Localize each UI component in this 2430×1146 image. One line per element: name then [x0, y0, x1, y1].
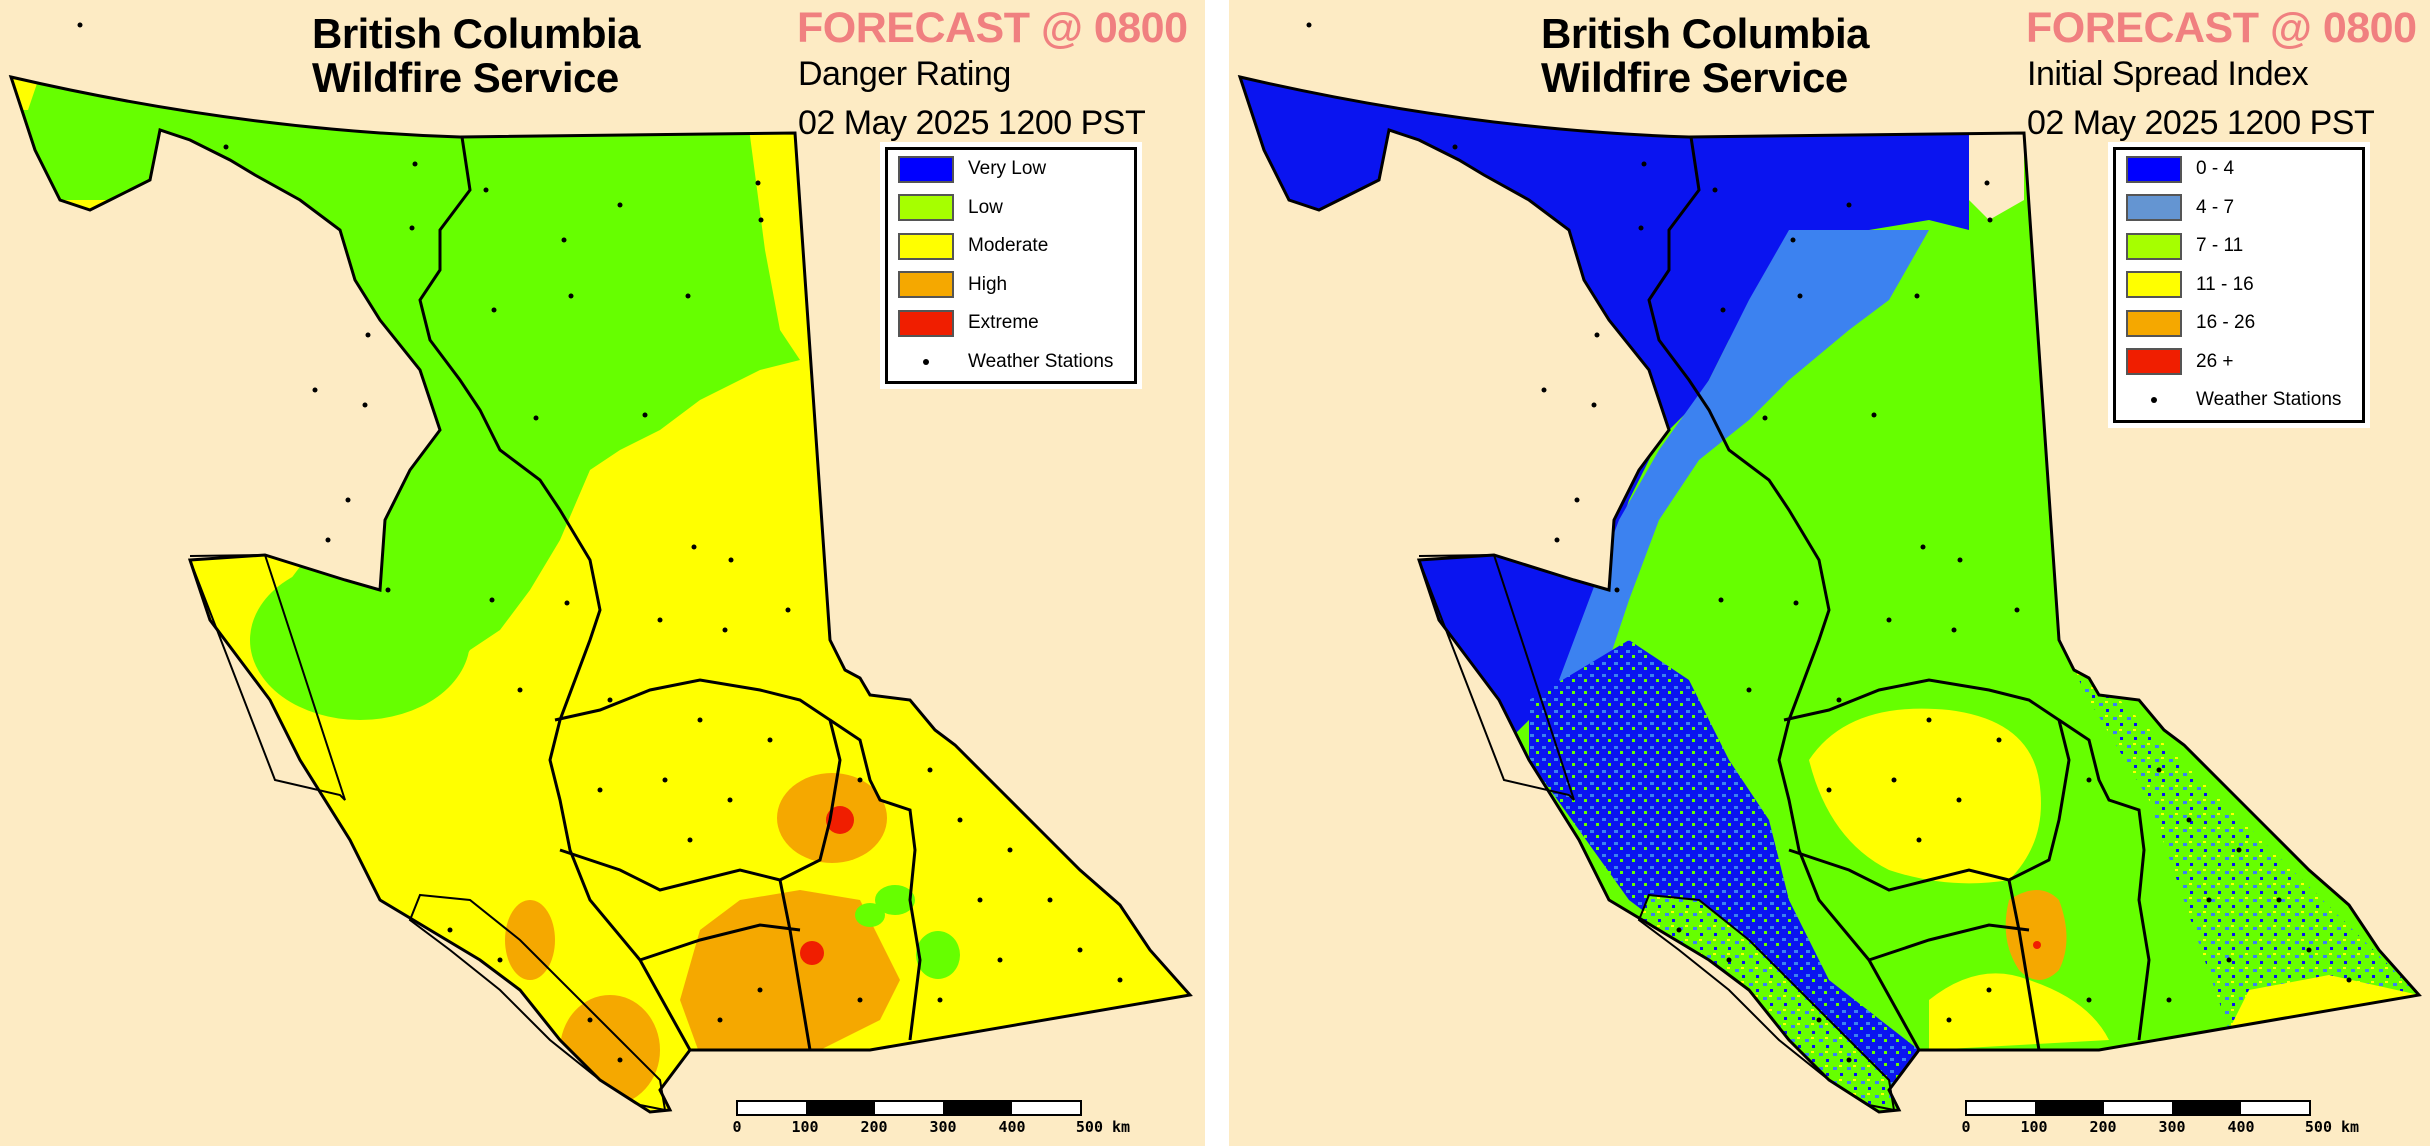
initial-spread-index-map-panel: British Columbia Wildfire Service FORECA…: [1229, 0, 2430, 1146]
legend-label: High: [968, 273, 1008, 295]
scale-tick: 100: [791, 1118, 819, 1136]
legend-label: Moderate: [968, 235, 1049, 257]
legend-item-isi-4-7: 4 - 7: [2116, 189, 2362, 228]
legend-item-very-low: Very Low: [888, 150, 1134, 189]
legend-item-high: High: [888, 266, 1134, 305]
org-title-line-2: Wildfire Service: [312, 54, 619, 101]
scale-bar: 0 100 200 300 400 500 km: [1961, 1100, 2359, 1136]
legend-swatch: [2126, 271, 2182, 299]
legend-swatch: [2126, 348, 2182, 376]
scale-labels: 0 100 200 300 400 500 km: [732, 1116, 1130, 1136]
forecast-label: FORECAST @ 0800: [2026, 4, 2417, 52]
legend-item-isi-26-plus: 26 +: [2116, 343, 2362, 382]
scale-tick: 0: [732, 1118, 742, 1136]
legend-item-isi-7-11: 7 - 11: [2116, 227, 2362, 266]
org-title-line-1: British Columbia: [1541, 10, 1870, 57]
org-title-line-2: Wildfire Service: [1541, 54, 1848, 101]
legend-label: Low: [968, 196, 1003, 218]
scale-tick: 400: [998, 1118, 1026, 1136]
legend-label: Weather Stations: [2196, 389, 2342, 411]
map-datetime: 02 May 2025 1200 PST: [2027, 104, 2375, 142]
scale-labels: 0 100 200 300 400 500 km: [1961, 1116, 2359, 1136]
legend-item-extreme: Extreme: [888, 304, 1134, 343]
legend-label: 4 - 7: [2196, 196, 2235, 218]
map-legend: Very Low Low Moderate High Extreme Weath…: [885, 147, 1137, 384]
map-datetime: 02 May 2025 1200 PST: [798, 104, 1146, 142]
org-title: British Columbia Wildfire Service: [1541, 10, 1870, 101]
map-legend: 0 - 4 4 - 7 7 - 11 11 - 16 16 - 26 26 + …: [2113, 147, 2365, 423]
legend-label: 16 - 26: [2196, 312, 2256, 334]
forecast-label: FORECAST @ 0800: [797, 4, 1188, 52]
legend-swatch: [2126, 155, 2182, 183]
legend-label: 11 - 16: [2196, 273, 2254, 295]
legend-swatch: [898, 271, 954, 299]
legend-swatch: [2126, 232, 2182, 260]
legend-item-weather-stations: Weather Stations: [888, 343, 1134, 382]
legend-item-isi-16-26: 16 - 26: [2116, 304, 2362, 343]
legend-swatch: [2126, 309, 2182, 337]
legend-item-isi-11-16: 11 - 16: [2116, 266, 2362, 305]
scale-track: [1965, 1100, 2311, 1116]
legend-item-moderate: Moderate: [888, 227, 1134, 266]
legend-label: Extreme: [968, 312, 1039, 334]
legend-swatch: [2126, 194, 2182, 222]
scale-tick: 300: [2158, 1118, 2186, 1136]
legend-label: Weather Stations: [968, 350, 1114, 372]
legend-label: 7 - 11: [2196, 235, 2244, 257]
map-subtitle: Initial Spread Index: [2027, 55, 2309, 93]
scale-tick: 500 km: [2304, 1118, 2360, 1136]
legend-label: Very Low: [968, 158, 1047, 180]
legend-label: 0 - 4: [2196, 158, 2235, 180]
scale-bar: 0 100 200 300 400 500 km: [732, 1100, 1130, 1136]
scale-tick: 200: [2089, 1118, 2117, 1136]
org-title-line-1: British Columbia: [312, 10, 641, 57]
scale-tick: 0: [1961, 1118, 1971, 1136]
map-subtitle: Danger Rating: [798, 55, 1011, 93]
station-dot-icon: [898, 358, 954, 365]
weather-station-dots: [1306, 22, 2352, 1063]
legend-swatch: [898, 232, 954, 260]
scale-tick: 500 km: [1075, 1118, 1131, 1136]
scale-track: [736, 1100, 1082, 1116]
scale-tick: 300: [929, 1118, 957, 1136]
danger-rating-map-panel: British Columbia Wildfire Service FORECA…: [0, 0, 1205, 1146]
org-title: British Columbia Wildfire Service: [312, 10, 641, 101]
legend-label: 26 +: [2196, 350, 2234, 372]
scale-tick: 400: [2227, 1118, 2255, 1136]
scale-tick: 100: [2020, 1118, 2048, 1136]
legend-swatch: [898, 155, 954, 183]
scale-tick: 200: [860, 1118, 888, 1136]
station-dot-icon: [2126, 397, 2182, 404]
legend-item-weather-stations: Weather Stations: [2116, 381, 2362, 420]
legend-item-isi-0-4: 0 - 4: [2116, 150, 2362, 189]
legend-swatch: [898, 309, 954, 337]
legend-item-low: Low: [888, 189, 1134, 228]
weather-station-dots: [77, 22, 1123, 1063]
legend-swatch: [898, 194, 954, 222]
